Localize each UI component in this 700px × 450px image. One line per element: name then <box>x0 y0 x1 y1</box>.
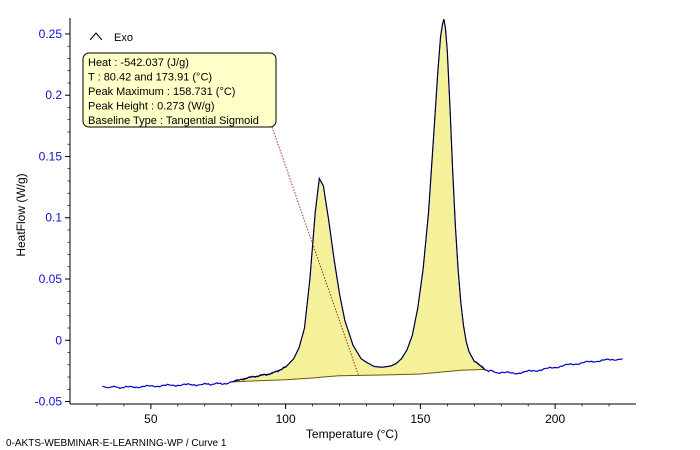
y-tick-label: 0.2 <box>45 88 62 102</box>
annotation-line: Peak Height : 0.273 (W/g) <box>88 101 215 113</box>
annotation-pointer <box>271 126 359 376</box>
exo-legend: Exo <box>89 32 133 44</box>
exo-arrow-icon <box>89 32 103 41</box>
annotation-line: T : 80.42 and 173.91 (°C) <box>88 72 212 84</box>
x-tick-label: 200 <box>545 412 565 426</box>
annotation-line: Heat : -542.037 (J/g) <box>88 57 189 69</box>
y-tick-label: 0.15 <box>39 149 63 163</box>
y-tick-label: 0.1 <box>45 211 62 225</box>
baseline-line <box>232 368 485 383</box>
y-axis-label: HeatFlow (W/g) <box>14 173 28 256</box>
x-tick-label: 100 <box>276 412 296 426</box>
plot-area <box>102 19 623 390</box>
exo-label: Exo <box>114 32 133 44</box>
x-tick-label: 50 <box>144 412 158 426</box>
y-tick-label: 0 <box>55 333 62 347</box>
y-tick-label: 0.25 <box>39 27 63 41</box>
x-axis-label: Temperature (°C) <box>306 427 398 441</box>
fit-curve <box>232 19 486 383</box>
x-tick-label: 150 <box>410 412 430 426</box>
annotation-box <box>82 52 277 128</box>
annotation: Heat : -542.037 (J/g) T : 80.42 and 173.9… <box>82 52 359 376</box>
footer-caption: 0-AKTS-WEBMINAR-E-LEARNING-WP / Curve 1 <box>6 438 227 449</box>
peak-area-fill <box>232 19 485 382</box>
y-tick-label: -0.05 <box>35 395 63 409</box>
annotation-line: Baseline Type : Tangential Sigmoid <box>88 115 259 127</box>
axis-ticks: -0.05 0 0.05 0.1 0.15 0.2 0.25 50 100 150 200 <box>35 18 636 426</box>
y-tick-label: 0.05 <box>39 272 63 286</box>
annotation-line: Peak Maximum : 158.731 (°C) <box>88 86 235 98</box>
